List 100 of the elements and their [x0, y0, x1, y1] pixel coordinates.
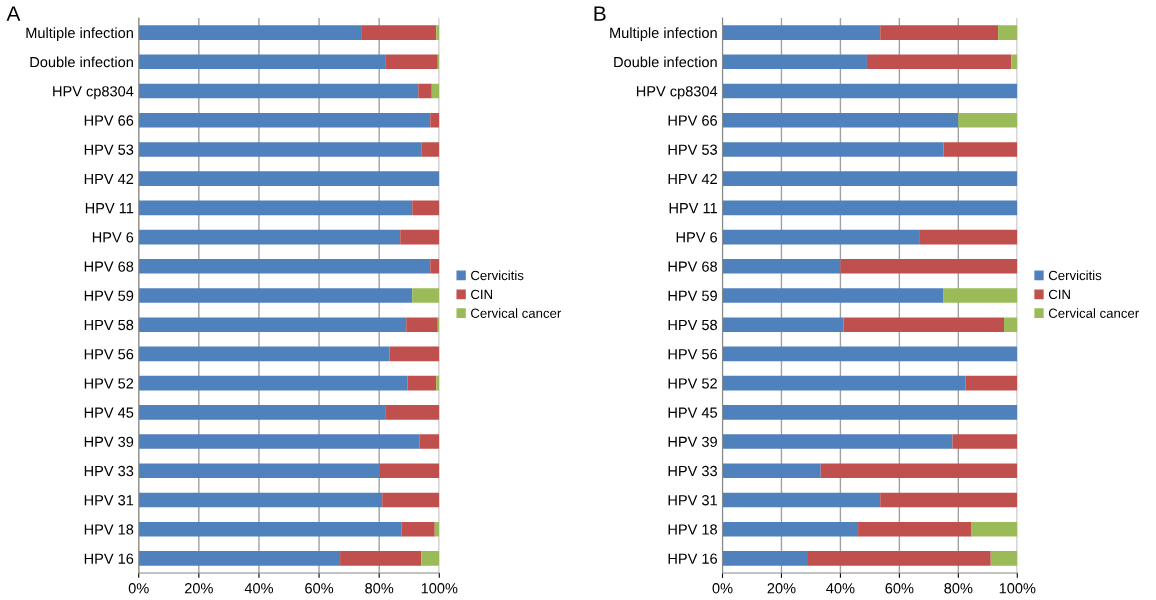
bar	[138, 346, 390, 362]
x-tick-label: 40%	[826, 583, 855, 594]
y-tick-label: HPV 39	[84, 436, 134, 447]
bar	[722, 258, 841, 274]
bar	[138, 405, 386, 420]
bar	[138, 288, 413, 303]
y-tick-label: HPV 58	[668, 319, 718, 331]
bar	[943, 142, 1018, 157]
x-tick-label: 40%	[244, 583, 274, 594]
bar	[722, 375, 966, 391]
bar	[866, 54, 1012, 70]
y-tick-label: HPV 33	[84, 465, 134, 477]
y-tick-label: HPV 56	[84, 349, 134, 360]
y-tick-label: HPV cp8304	[636, 86, 718, 100]
bar	[722, 521, 859, 537]
bar	[722, 83, 1018, 99]
bar	[858, 521, 972, 537]
bar	[138, 171, 440, 186]
bar	[412, 200, 440, 216]
y-tick-label: HPV 56	[668, 349, 717, 360]
y-tick-label: HPV 42	[668, 173, 717, 184]
bar	[880, 25, 999, 40]
bar	[385, 54, 438, 70]
bar	[971, 521, 1018, 537]
y-tick-label: Multiple infection	[26, 27, 133, 41]
bar	[943, 288, 1018, 303]
x-tick-label: 60%	[885, 583, 914, 594]
bar	[361, 25, 437, 40]
bar	[382, 492, 440, 508]
bar	[722, 171, 1018, 186]
bar	[990, 551, 1018, 566]
y-tick-label: HPV 59	[84, 290, 134, 301]
bar	[722, 492, 881, 508]
bar	[722, 200, 1018, 216]
bar	[138, 258, 431, 274]
y-tick-label: HPV 53	[668, 144, 717, 155]
bar	[722, 112, 959, 128]
bar	[958, 112, 1018, 128]
y-tick-label: HPV 18	[84, 524, 134, 535]
bar	[138, 492, 383, 508]
bar	[952, 434, 1018, 449]
x-tick-label: 80%	[944, 583, 973, 594]
y-tick-label: HPV 11	[85, 203, 134, 214]
bar	[722, 463, 821, 479]
bar	[807, 551, 991, 566]
bar	[1011, 54, 1018, 70]
bar	[138, 551, 341, 566]
y-tick-label: HPV 59	[668, 290, 717, 301]
bar	[722, 551, 808, 566]
bar	[840, 258, 1018, 274]
bar	[722, 142, 944, 157]
bar	[421, 142, 440, 157]
bar	[138, 434, 420, 449]
bar	[919, 229, 1018, 245]
x-tick-label: 60%	[305, 583, 334, 594]
bar	[430, 112, 440, 128]
x-tick-label: 0%	[128, 583, 149, 594]
bar	[436, 25, 440, 40]
bar	[1004, 317, 1018, 333]
y-tick-label: HPV 66	[84, 115, 134, 126]
bar	[418, 83, 432, 99]
bar	[430, 258, 440, 274]
y-tick-label: HPV 68	[84, 261, 134, 272]
y-tick-label: HPV 52	[668, 378, 717, 389]
legend-label: CIN	[471, 289, 493, 300]
bar	[722, 25, 881, 40]
x-tick-label: 100%	[421, 583, 458, 594]
bar	[138, 521, 402, 537]
bar	[722, 288, 944, 303]
bar	[138, 54, 386, 70]
bar	[401, 521, 435, 537]
bar	[138, 463, 380, 479]
bar	[340, 551, 422, 566]
y-tick-label: HPV 6	[676, 232, 717, 243]
legend-label: Cervical cancer	[1048, 308, 1139, 318]
y-tick-label: HPV 52	[84, 378, 134, 389]
y-tick-label: HPV cp8304	[53, 86, 134, 100]
legend-label: Cervical cancer	[471, 308, 562, 318]
chart-title: A	[6, 6, 21, 21]
chart-title: B	[594, 6, 606, 21]
y-tick-label: HPV 39	[668, 436, 717, 447]
bar	[722, 346, 1018, 362]
bar	[998, 25, 1018, 40]
bar	[965, 375, 1018, 391]
y-tick-label: HPV 16	[84, 553, 134, 564]
y-tick-label: HPV 18	[668, 524, 718, 535]
x-tick-label: 0%	[712, 583, 733, 594]
bar	[385, 405, 440, 420]
y-tick-label: HPV 11	[669, 203, 717, 214]
x-tick-label: 80%	[365, 583, 394, 594]
y-tick-label: HPV 31	[668, 495, 717, 506]
bar	[138, 317, 407, 333]
bar	[138, 229, 401, 245]
bar	[389, 346, 440, 362]
y-tick-label: Double infection	[30, 56, 133, 68]
y-tick-label: HPV 53	[84, 144, 134, 155]
bar	[138, 200, 413, 216]
bar	[406, 317, 438, 333]
y-tick-label: HPV 58	[84, 319, 134, 331]
bar	[138, 25, 362, 40]
